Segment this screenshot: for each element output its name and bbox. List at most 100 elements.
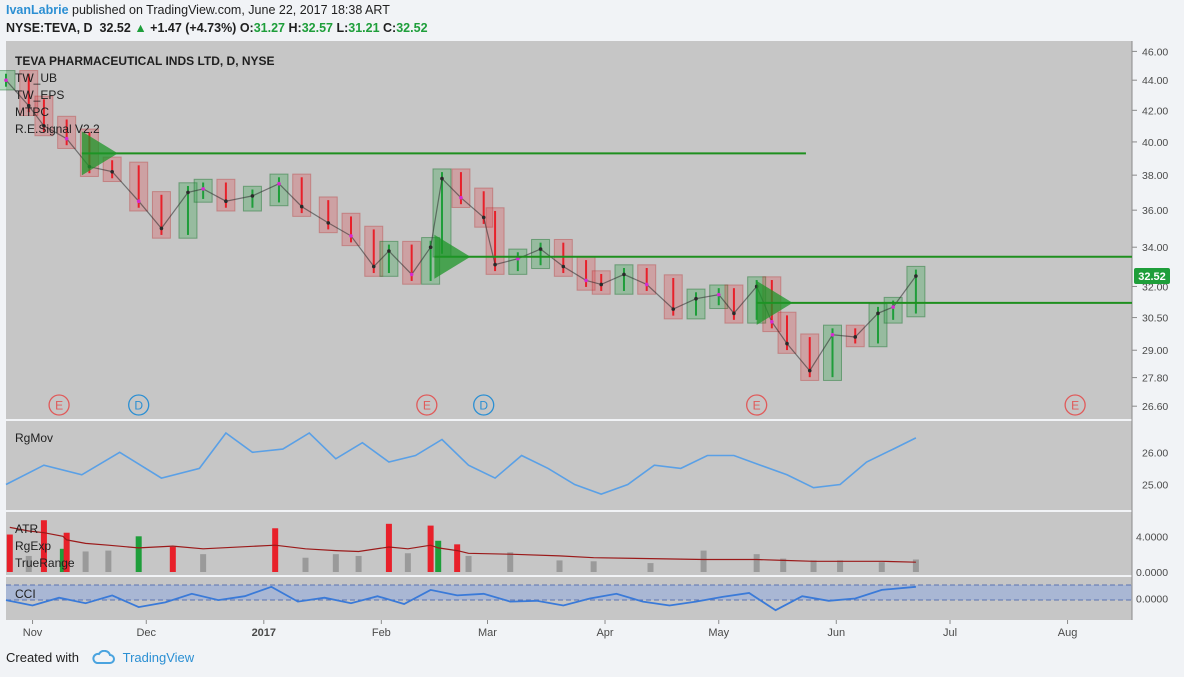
truerange-bar [465, 555, 472, 572]
truerange-bar [507, 552, 514, 572]
truerange-bar [200, 554, 207, 572]
low-label: L: [336, 21, 349, 35]
truerange-bar [590, 561, 597, 572]
rgexp-title: RgExp [15, 539, 51, 553]
price-point [671, 307, 676, 311]
close-value: 32.52 [396, 21, 428, 35]
publish-info: published on TradingView.com, June 22, 2… [72, 3, 390, 17]
truerange-bar [780, 558, 787, 572]
truerange-bar [105, 550, 112, 572]
rgmov-pane[interactable] [6, 421, 1132, 510]
price-point [644, 282, 649, 287]
rgmov-title: RgMov [15, 431, 53, 445]
price-change: +1.47 (+4.73%) [150, 21, 237, 35]
truerange-bar [404, 553, 411, 572]
last-price-tag-text: 32.52 [1138, 271, 1166, 283]
price-point [599, 282, 604, 287]
x-tick-label: Mar [478, 627, 497, 639]
price-point [4, 78, 8, 82]
price-point [326, 221, 331, 225]
cci-tick-label: 0.0000 [1136, 594, 1168, 606]
up-arrow-icon: ▲ [134, 21, 147, 35]
y-tick-label: 27.80 [1142, 373, 1168, 385]
truerange-bar [25, 555, 32, 572]
symbol-label: NYSE:TEVA, D [6, 21, 93, 35]
instrument-title: TEVA PHARMACEUTICAL INDS LTD, D, NYSE [15, 54, 275, 68]
rgmov-tick-label: 26.00 [1142, 447, 1168, 459]
truerange-bar [355, 555, 362, 572]
atr-pane[interactable] [6, 512, 1132, 575]
truerange-bar [385, 523, 392, 572]
earnings-marker-label: E [423, 399, 431, 413]
tradingview-link[interactable]: TradingView [122, 650, 195, 665]
truerange-bar [427, 525, 434, 572]
indicator-label-tw-ub: TW_UB [15, 71, 57, 85]
signal-triangle [81, 131, 118, 176]
truerange-bar [6, 534, 13, 572]
earnings-marker [746, 394, 768, 416]
price-point [459, 195, 463, 200]
price-point [186, 190, 190, 195]
truerange-bar [556, 560, 563, 572]
price-point [561, 264, 566, 269]
earnings-marker [48, 394, 70, 416]
time-axis[interactable] [6, 620, 1132, 640]
author-link[interactable]: IvanLabrie [6, 3, 69, 17]
x-tick-label: Feb [372, 627, 391, 639]
price-point [136, 199, 141, 204]
price-point [807, 368, 812, 373]
last-price: 32.52 [99, 21, 131, 35]
open-value: 31.27 [253, 21, 285, 35]
created-with: Created with [6, 650, 79, 665]
x-tick-label: Dec [136, 627, 156, 639]
price-axis[interactable] [1132, 41, 1184, 620]
atr-tick-label: 4.0000 [1136, 531, 1168, 543]
y-tick-label: 29.00 [1142, 345, 1168, 357]
price-point [830, 332, 835, 337]
price-point [409, 272, 414, 277]
cci-title: CCI [15, 587, 36, 601]
cci-band [6, 585, 1132, 600]
x-tick-label: Aug [1058, 627, 1078, 639]
indicator-label-re-signal: R.E.Signal V2.2 [15, 122, 100, 136]
dividend-marker [128, 394, 150, 416]
footer: Created with TradingView [6, 649, 195, 667]
price-point [201, 187, 205, 191]
x-tick-label: Jun [827, 627, 845, 639]
signal-triangle [434, 234, 471, 279]
y-tick-label: 38.00 [1142, 170, 1168, 182]
y-tick-label: 44.00 [1142, 75, 1168, 87]
low-value: 31.21 [348, 21, 380, 35]
price-point [876, 311, 880, 316]
x-tick-label: Apr [596, 627, 613, 639]
price-point [481, 215, 486, 220]
truerange-bar [878, 562, 885, 572]
y-tick-label: 26.60 [1142, 401, 1168, 413]
dividend-marker-label: D [479, 399, 488, 413]
price-point [440, 176, 444, 181]
truerange-bar [435, 540, 442, 572]
earnings-marker-label: E [1071, 399, 1079, 413]
signal-triangle [756, 280, 793, 325]
price-pane[interactable] [6, 41, 1132, 419]
y-tick-label: 46.00 [1142, 46, 1168, 58]
price-point [224, 199, 228, 204]
indicator-label-mtpc: MTPC [15, 105, 49, 119]
price-point [299, 204, 304, 209]
open-label: O: [239, 21, 254, 35]
tradingview-cloud-icon[interactable] [91, 649, 115, 667]
price-point [250, 194, 255, 198]
truerange-title: TrueRange [15, 556, 75, 570]
price-point [371, 264, 376, 269]
truerange-bar [912, 559, 919, 572]
price-point [516, 256, 520, 261]
price-point [694, 296, 698, 301]
price-point [428, 245, 433, 249]
price-point [914, 274, 918, 278]
high-label: H: [288, 21, 302, 35]
truerange-bar [332, 554, 339, 572]
price-point [732, 311, 736, 316]
dividend-marker [473, 394, 495, 416]
earnings-marker-label: E [55, 399, 63, 413]
